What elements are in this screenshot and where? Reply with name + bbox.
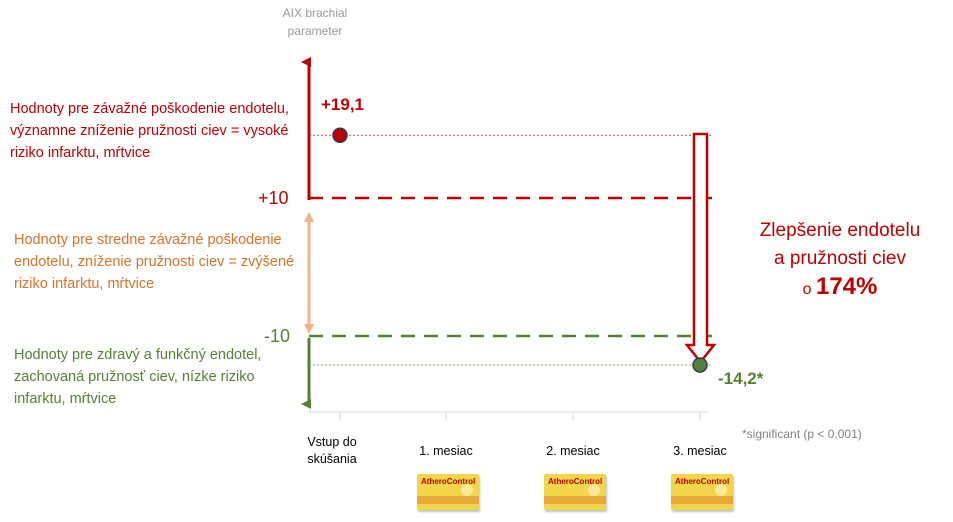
data-label-end: -14,2* [718, 369, 764, 388]
zone-label-high-risk: Hodnoty pre závažné poškodenie endotelu,… [10, 101, 289, 161]
x-tick-label-month1: 1. mesiac [419, 444, 473, 458]
y-axis-title: AIX brachial parameter [282, 6, 348, 38]
product-box-label: AtheroControl [675, 477, 730, 486]
product-box-month2: AtheroControl [544, 474, 606, 510]
zone-label-medium-risk: Hodnoty pre stredne závažné poškodenie e… [14, 232, 295, 292]
significance-footnote: *significant (p < 0,001) [742, 427, 862, 441]
product-box-month3: AtheroControl [671, 474, 733, 510]
x-tick-label-month2: 2. mesiac [546, 444, 600, 458]
improvement-line1: Zlepšenie endotelu [759, 220, 921, 241]
product-box-label: AtheroControl [421, 477, 476, 486]
product-box-month1: AtheroControl [417, 474, 479, 510]
zone-label-low-risk: Hodnoty pre zdravý a funkčný endotel, za… [14, 347, 262, 407]
data-point [692, 357, 708, 373]
y-axis-segment-orange-arrow-down [304, 324, 314, 334]
improvement-percent-line: o 174% [720, 273, 953, 304]
improvement-arrow [684, 132, 717, 365]
data-point [332, 127, 348, 143]
improvement-percent: 174% [815, 273, 878, 300]
y-axis-segment-orange-arrow-up [304, 212, 314, 222]
data-label-start: +19,1 [321, 95, 365, 114]
threshold-label-upper: +10 [258, 188, 289, 208]
y-axis [301, 57, 314, 409]
x-tick-label-entry: Vstup do skúšania [307, 435, 357, 466]
improvement-annotation: Zlepšenie endotelu a pružnosti ciev o 17… [720, 217, 953, 304]
x-tick-label-month3: 3. mesiac [673, 444, 727, 458]
threshold-label-lower: -10 [264, 326, 291, 346]
improvement-prefix: o [802, 281, 812, 298]
improvement-line2: a pružnosti ciev [773, 248, 906, 269]
product-box-label: AtheroControl [548, 477, 603, 486]
